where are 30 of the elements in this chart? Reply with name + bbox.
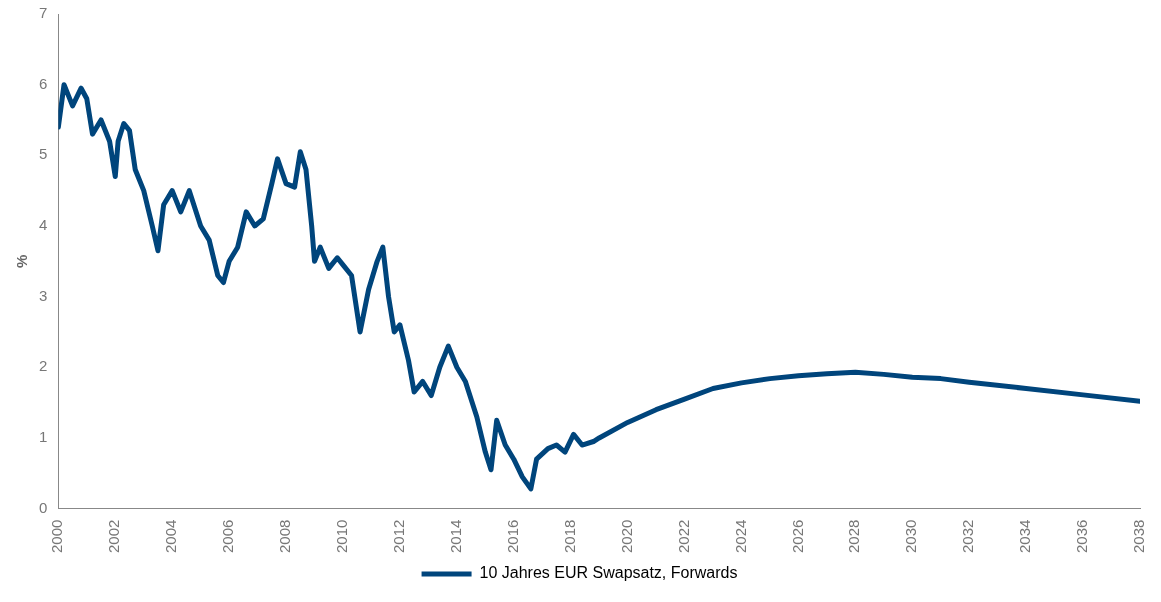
x-tick-label: 2026 xyxy=(788,519,806,554)
y-tick-label: 0 xyxy=(39,498,48,516)
x-tick-label: 2020 xyxy=(617,519,635,554)
x-tick-label: 2006 xyxy=(219,519,237,554)
x-tick-label: 2010 xyxy=(333,519,351,554)
x-tick-label: 2018 xyxy=(560,519,578,554)
y-tick-label: 6 xyxy=(39,74,48,92)
x-tick-label: 2030 xyxy=(902,519,920,554)
x-tick-label: 2034 xyxy=(1016,519,1034,554)
x-tick-label: 2032 xyxy=(959,519,977,554)
x-tick-label: 2002 xyxy=(105,519,123,554)
x-tick-label: 2000 xyxy=(48,519,66,554)
y-tick-label: 2 xyxy=(39,357,48,375)
x-tick-label: 2038 xyxy=(1130,519,1148,554)
x-tick-label: 2028 xyxy=(845,519,863,554)
x-tick-label: 2024 xyxy=(731,519,749,554)
x-tick-label: 2022 xyxy=(674,519,692,554)
x-tick-label: 2008 xyxy=(276,519,294,554)
y-axis-title: % xyxy=(13,254,31,268)
x-tick-label: 2004 xyxy=(162,519,180,554)
y-tick-label: 5 xyxy=(39,145,48,163)
y-tick-label: 7 xyxy=(39,4,48,22)
legend-label: 10 Jahres EUR Swapsatz, Forwards xyxy=(479,564,738,582)
x-tick-label: 2016 xyxy=(503,519,521,554)
y-tick-label: 1 xyxy=(39,428,48,446)
x-tick-label: 2014 xyxy=(446,519,464,554)
x-tick-label: 2012 xyxy=(390,519,408,554)
y-tick-label: 3 xyxy=(39,286,48,304)
x-tick-label: 2036 xyxy=(1073,519,1091,554)
y-tick-label: 4 xyxy=(39,216,48,234)
